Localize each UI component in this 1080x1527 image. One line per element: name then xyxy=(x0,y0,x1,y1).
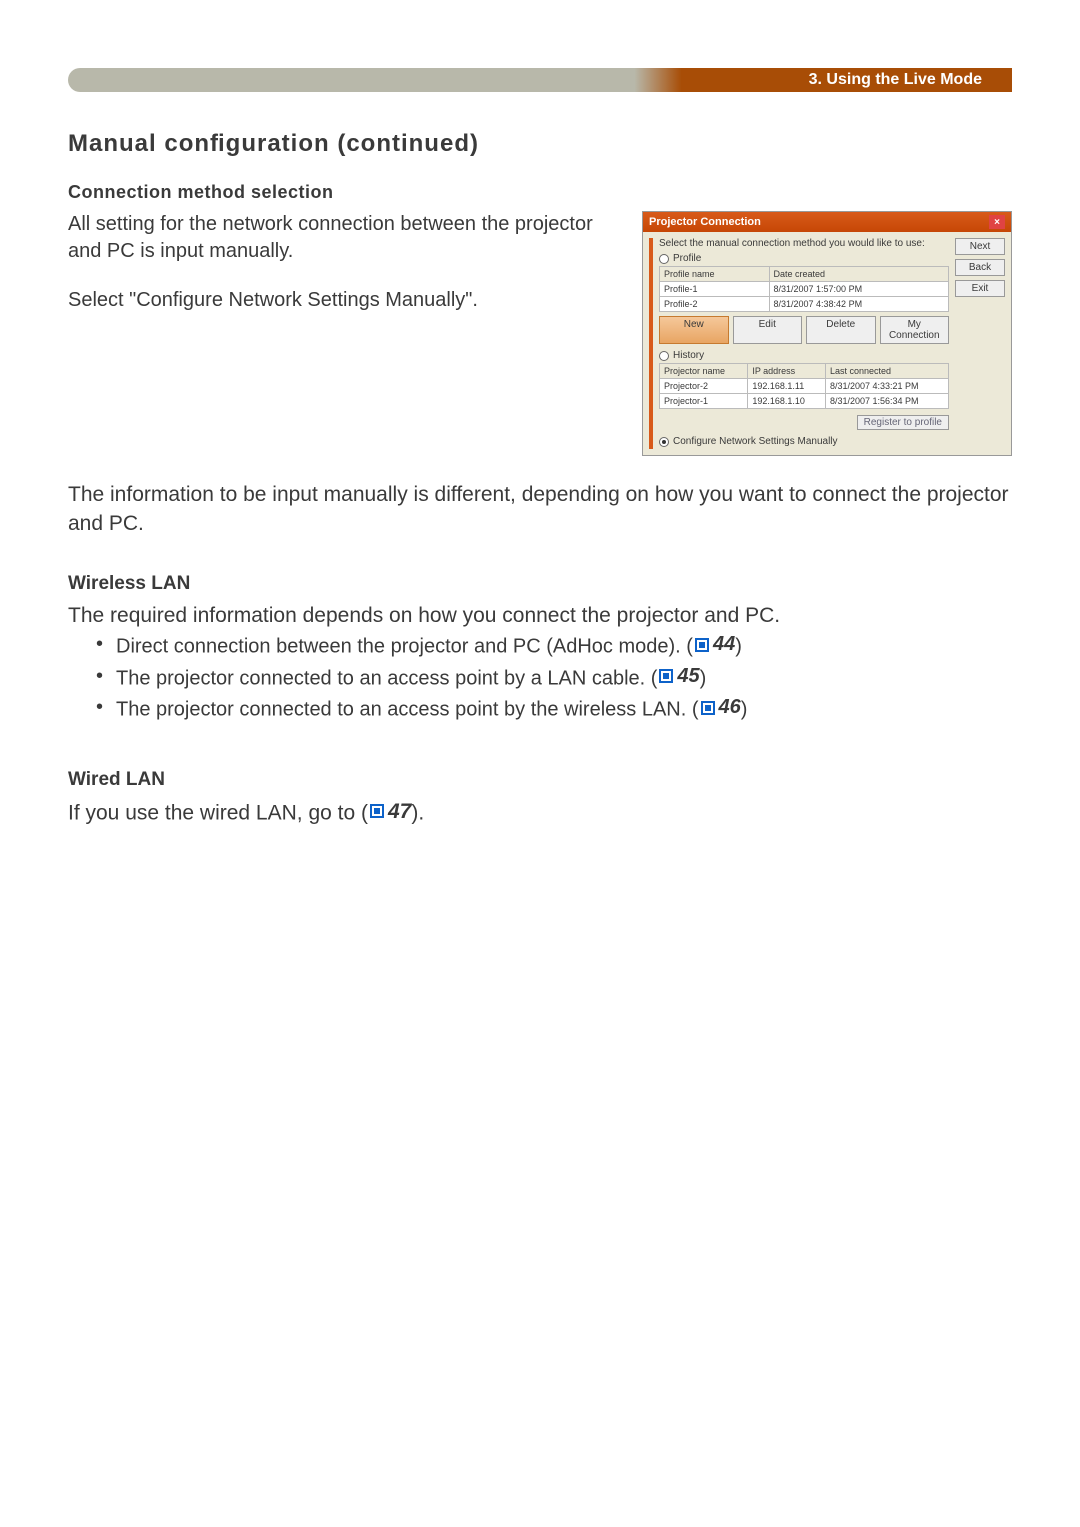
dialog-instruction: Select the manual connection method you … xyxy=(659,238,949,249)
profile-radio-row[interactable]: Profile xyxy=(659,253,949,264)
page-title: Manual conﬁguration (continued) xyxy=(68,130,1012,158)
new-button[interactable]: New xyxy=(659,316,729,344)
wireless-heading: Wireless LAN xyxy=(68,573,1012,595)
history-radio-row[interactable]: History xyxy=(659,350,949,361)
radio-icon xyxy=(659,351,669,361)
next-button[interactable]: Next xyxy=(955,238,1005,255)
history-th-ip: IP address xyxy=(748,364,826,379)
projector-connection-dialog: Projector Connection × Select the manual… xyxy=(642,211,1012,456)
manual-radio-label: Configure Network Settings Manually xyxy=(673,436,838,447)
page-ref-icon: 44 xyxy=(693,630,735,659)
wired-paragraph: If you use the wired LAN, go to (47). xyxy=(68,797,1012,828)
page-subtitle: Connection method selection xyxy=(68,182,1012,203)
manual-radio-row[interactable]: Configure Network Settings Manually xyxy=(659,436,949,447)
page-ref-icon: 45 xyxy=(657,662,699,691)
edit-button[interactable]: Edit xyxy=(733,316,803,344)
section-header-bar: 3. Using the Live Mode xyxy=(68,68,1012,92)
profile-th-date: Date created xyxy=(769,267,949,282)
history-table: Projector name IP address Last connected… xyxy=(659,363,949,409)
back-button[interactable]: Back xyxy=(955,259,1005,276)
select-instruction: Select "Conﬁgure Network Settings Manual… xyxy=(68,287,624,314)
table-row: Profile-2 8/31/2007 4:38:42 PM xyxy=(660,297,949,312)
delete-button[interactable]: Delete xyxy=(806,316,876,344)
profile-table: Profile name Date created Profile-1 8/31… xyxy=(659,266,949,312)
profile-radio-label: Profile xyxy=(673,253,701,264)
dialog-titlebar: Projector Connection × xyxy=(643,212,1011,232)
list-item: Direct connection between the projector … xyxy=(116,630,1012,662)
wired-heading: Wired LAN xyxy=(68,769,1012,791)
table-row: Projector-1 192.168.1.10 8/31/2007 1:56:… xyxy=(660,394,949,409)
history-radio-label: History xyxy=(673,350,704,361)
section-label: 3. Using the Live Mode xyxy=(809,71,982,89)
wireless-lead: The required information depends on how … xyxy=(68,601,1012,630)
profile-th-name: Profile name xyxy=(660,267,770,282)
page-ref-icon: 46 xyxy=(699,693,741,722)
my-connection-button[interactable]: My Connection xyxy=(880,316,950,344)
wireless-bullets: Direct connection between the projector … xyxy=(116,630,1012,725)
dialog-title-text: Projector Connection xyxy=(649,216,761,228)
page-ref-icon: 47 xyxy=(368,797,411,826)
history-th-last: Last connected xyxy=(825,364,948,379)
close-icon[interactable]: × xyxy=(989,215,1005,229)
table-row: Projector-2 192.168.1.11 8/31/2007 4:33:… xyxy=(660,379,949,394)
list-item: The projector connected to an access poi… xyxy=(116,693,1012,725)
list-item: The projector connected to an access poi… xyxy=(116,662,1012,694)
register-profile-button[interactable]: Register to profile xyxy=(857,415,949,430)
history-th-proj: Projector name xyxy=(660,364,748,379)
radio-icon xyxy=(659,254,669,264)
intro-paragraph: All setting for the network connection b… xyxy=(68,211,624,265)
info-paragraph: The information to be input manually is … xyxy=(68,480,1012,539)
radio-icon xyxy=(659,437,669,447)
table-row: Profile-1 8/31/2007 1:57:00 PM xyxy=(660,282,949,297)
exit-button[interactable]: Exit xyxy=(955,280,1005,297)
